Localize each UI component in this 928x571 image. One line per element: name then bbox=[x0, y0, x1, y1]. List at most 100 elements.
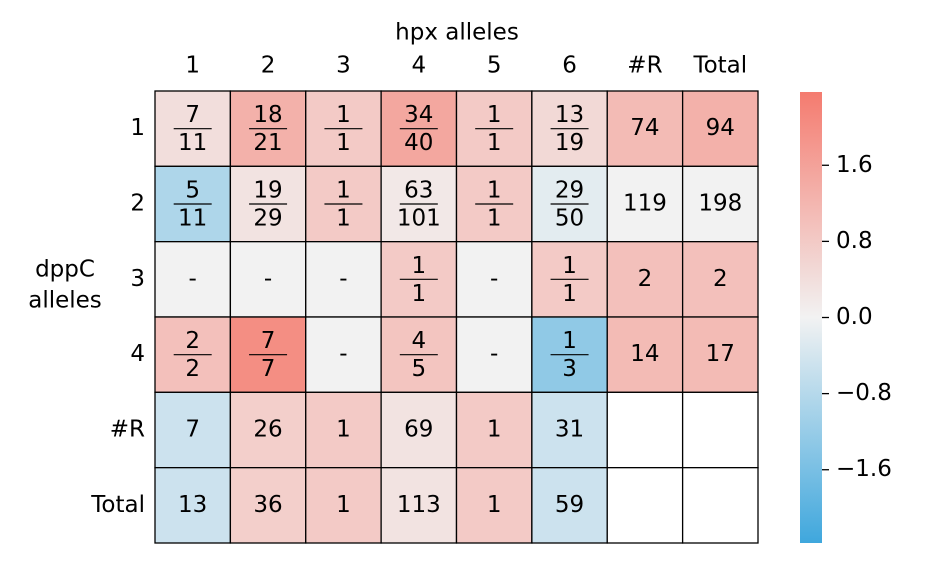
cell-denominator: 40 bbox=[404, 130, 433, 156]
cell-label: 31 bbox=[555, 417, 584, 443]
heatmap-cell bbox=[229, 467, 307, 544]
cell-label: 17 bbox=[706, 341, 735, 367]
heatmap-cell bbox=[531, 467, 608, 544]
row-label: 2 bbox=[130, 191, 145, 217]
cell-denominator: 3 bbox=[562, 356, 577, 382]
cell-denominator: 1 bbox=[562, 281, 577, 307]
cell-label: 36 bbox=[253, 492, 282, 518]
cell-label: 7 bbox=[185, 417, 200, 443]
cell-denominator: 1 bbox=[487, 206, 502, 232]
cell-numerator: 1 bbox=[336, 178, 351, 204]
column-label: 4 bbox=[411, 53, 426, 79]
cell-denominator: 1 bbox=[336, 206, 351, 232]
heatmap-cell bbox=[681, 391, 759, 469]
colorbar-tick-label: 0.8 bbox=[836, 228, 873, 254]
row-label: #R bbox=[110, 417, 145, 443]
heatmap-cell bbox=[681, 90, 759, 167]
cell-label: 198 bbox=[698, 191, 742, 217]
heatmap-cell bbox=[305, 316, 382, 393]
colorbar-tick-label: −1.6 bbox=[836, 456, 892, 482]
cell-label: 14 bbox=[630, 341, 659, 367]
cell-denominator: 29 bbox=[253, 206, 282, 232]
column-label: 3 bbox=[336, 53, 351, 79]
cell-denominator: 7 bbox=[261, 356, 276, 382]
column-label: Total bbox=[692, 53, 747, 79]
cell-numerator: 1 bbox=[562, 328, 577, 354]
cell-denominator: 21 bbox=[253, 130, 282, 156]
heatmap-cell bbox=[154, 241, 232, 318]
cell-numerator: 4 bbox=[411, 328, 426, 354]
colorbar-tick-label: 1.6 bbox=[836, 152, 873, 178]
cell-numerator: 63 bbox=[404, 178, 433, 204]
cell-denominator: 1 bbox=[411, 281, 426, 307]
cell-numerator: 18 bbox=[253, 102, 282, 128]
heatmap-cell bbox=[681, 467, 759, 544]
heatmap-cell bbox=[455, 316, 533, 393]
cell-numerator: 1 bbox=[562, 253, 577, 279]
cell-numerator: 1 bbox=[411, 253, 426, 279]
heatmap-cell bbox=[154, 467, 232, 544]
cell-label: 94 bbox=[706, 115, 735, 141]
column-label: 1 bbox=[185, 53, 200, 79]
cell-numerator: 13 bbox=[555, 102, 584, 128]
y-axis-label: alleles bbox=[28, 288, 102, 314]
cell-label: - bbox=[490, 266, 498, 292]
cell-label: 119 bbox=[623, 191, 667, 217]
heatmap-cell bbox=[380, 391, 458, 469]
cell-numerator: 19 bbox=[253, 178, 282, 204]
colorbar-tick-label: −0.8 bbox=[836, 380, 892, 406]
chart-title: hpx alleles bbox=[395, 20, 519, 46]
cell-numerator: 5 bbox=[185, 178, 200, 204]
heatmap-cell bbox=[380, 467, 458, 544]
cell-denominator: 1 bbox=[336, 130, 351, 156]
cell-denominator: 1 bbox=[487, 130, 502, 156]
heatmap-cell bbox=[681, 241, 759, 318]
column-label: #R bbox=[627, 53, 662, 79]
cell-numerator: 34 bbox=[404, 102, 433, 128]
cell-label: - bbox=[490, 341, 498, 367]
heatmap-cell bbox=[305, 467, 382, 544]
cell-label: 59 bbox=[555, 492, 584, 518]
cell-label: - bbox=[339, 266, 347, 292]
cell-denominator: 50 bbox=[555, 206, 584, 232]
y-axis-label: dppC bbox=[35, 257, 95, 283]
heatmap-cell bbox=[305, 391, 382, 469]
cell-label: 1 bbox=[487, 417, 502, 443]
heatmap-cell bbox=[531, 391, 608, 469]
colorbar bbox=[800, 92, 822, 543]
heatmap-cell bbox=[606, 391, 684, 469]
cell-denominator: 2 bbox=[185, 356, 200, 382]
cell-label: 1 bbox=[336, 417, 351, 443]
cell-numerator: 7 bbox=[185, 102, 200, 128]
cell-denominator: 101 bbox=[397, 206, 441, 232]
cell-numerator: 1 bbox=[487, 178, 502, 204]
colorbar-tick-label: 0.0 bbox=[836, 304, 873, 330]
cell-label: 113 bbox=[397, 492, 441, 518]
row-label: 3 bbox=[130, 266, 145, 292]
cell-label: 1 bbox=[336, 492, 351, 518]
cell-label: - bbox=[189, 266, 197, 292]
cell-denominator: 5 bbox=[411, 356, 426, 382]
heatmap-cell bbox=[606, 241, 684, 318]
heatmap-cell bbox=[681, 165, 759, 243]
cell-numerator: 7 bbox=[261, 328, 276, 354]
cell-numerator: 1 bbox=[336, 102, 351, 128]
column-label: 6 bbox=[562, 53, 577, 79]
cell-label: - bbox=[264, 266, 272, 292]
cell-numerator: 1 bbox=[487, 102, 502, 128]
heatmap-cell bbox=[606, 467, 684, 544]
cell-denominator: 19 bbox=[555, 130, 584, 156]
cell-label: 1 bbox=[487, 492, 502, 518]
cell-numerator: 29 bbox=[555, 178, 584, 204]
column-label: 5 bbox=[487, 53, 502, 79]
cell-label: 2 bbox=[638, 266, 653, 292]
heatmap-cell bbox=[681, 316, 759, 393]
cell-label: 13 bbox=[178, 492, 207, 518]
heatmap-cell bbox=[606, 90, 684, 167]
cell-label: 69 bbox=[404, 417, 433, 443]
cell-denominator: 11 bbox=[178, 130, 207, 156]
column-label: 2 bbox=[261, 53, 276, 79]
heatmap-cell bbox=[229, 241, 307, 318]
cell-denominator: 11 bbox=[178, 206, 207, 232]
